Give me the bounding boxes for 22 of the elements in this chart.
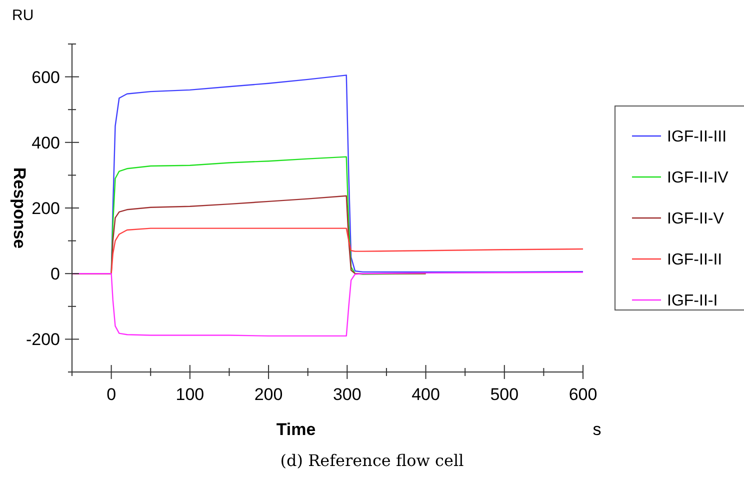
y-tick-label: 600 bbox=[32, 68, 60, 87]
legend-label: IGF-II-III bbox=[667, 128, 727, 146]
x-tick-label: 600 bbox=[568, 385, 598, 404]
text: RU bbox=[12, 7, 34, 24]
y-tick-label: 0 bbox=[50, 264, 60, 284]
legend-label: IGF-II-IV bbox=[667, 170, 729, 187]
y-tick-label: 400 bbox=[32, 133, 60, 152]
text: s bbox=[592, 420, 602, 439]
y-tick-label: 200 bbox=[32, 198, 60, 218]
legend-label: IGF-II-I bbox=[667, 292, 718, 310]
x-tick-label: 0 bbox=[106, 385, 116, 404]
x-tick-label: 200 bbox=[254, 385, 283, 404]
text: (d) Reference flow cell bbox=[280, 451, 464, 470]
x-tick-label: 400 bbox=[412, 385, 440, 404]
x-tick-label: 100 bbox=[176, 385, 204, 404]
legend-label: IGF-II-II bbox=[667, 252, 722, 269]
x-tick-label: 500 bbox=[490, 385, 519, 404]
x-tick-label: 300 bbox=[332, 385, 362, 404]
y-tick-label: -200 bbox=[26, 330, 60, 350]
y-axis-title: Response bbox=[10, 167, 29, 249]
legend-label: IGF-II-V bbox=[667, 210, 724, 228]
x-axis-title: Time bbox=[276, 420, 316, 439]
